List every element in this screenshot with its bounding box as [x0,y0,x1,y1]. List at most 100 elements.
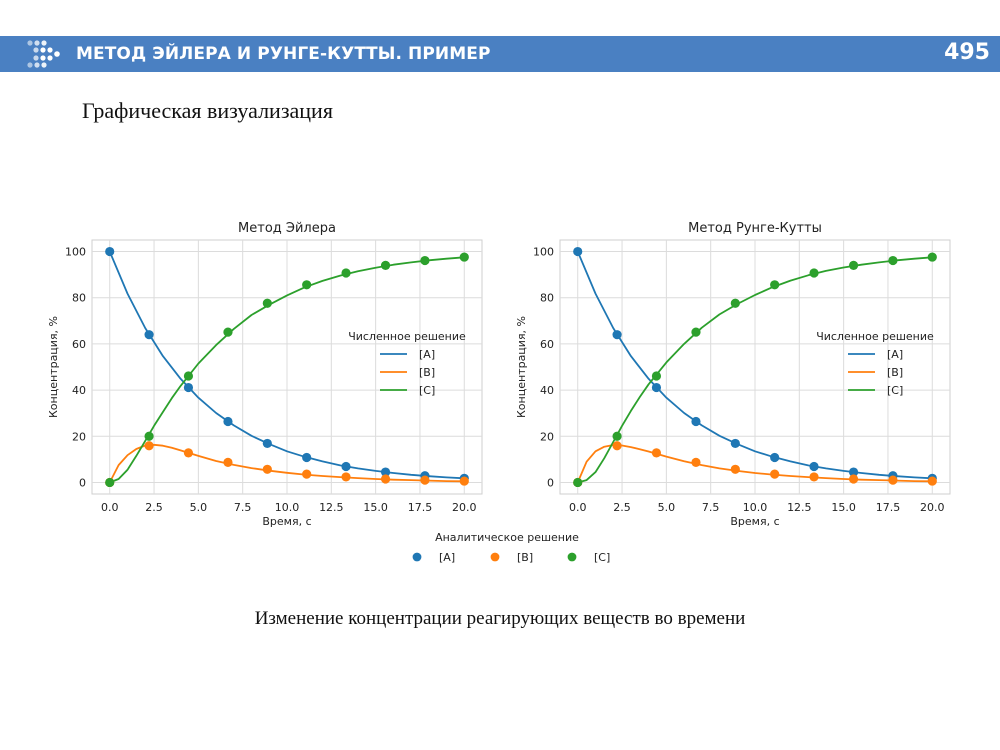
legend-label: [A] [887,348,903,361]
x-tick-label: 12.5 [319,501,344,514]
x-tick-label: 0.0 [101,501,119,514]
data-point [341,461,351,472]
data-point [183,448,194,458]
x-axis-label: Время, с [262,515,311,528]
shared-legend-marker [412,552,422,562]
data-point [809,472,819,482]
data-point [927,252,937,262]
y-tick-label: 40 [540,384,554,397]
series-line [576,251,933,480]
data-point [223,416,233,427]
data-point [459,476,469,486]
series-line [109,256,465,484]
data-point [730,438,740,449]
data-point [341,472,351,482]
y-tick-label: 20 [540,430,554,443]
x-tick-label: 10.0 [743,501,768,514]
page-number: 495 [944,40,990,65]
x-tick-label: 12.5 [787,501,812,514]
figure-caption: Изменение концентрации реагирующих вещес… [254,608,746,629]
dots-arrow-logo-icon [27,40,60,68]
y-tick-label: 80 [72,292,86,305]
shared-legend-marker [490,552,500,562]
data-point [730,464,740,474]
chart-title: Метод Эйлера [238,221,336,236]
data-point [262,298,272,308]
x-tick-label: 5.0 [658,501,676,514]
x-tick-label: 15.0 [831,501,856,514]
shared-legend-label: [C] [594,551,610,564]
slide-title: МЕТОД ЭЙЛЕРА И РУНГЕ-КУТТЫ. ПРИМЕР [76,44,491,64]
legend-label: [C] [887,384,903,397]
data-point [573,477,583,488]
data-point [262,464,272,474]
y-tick-label: 0 [79,476,86,489]
y-axis-label: Концентрация, % [515,316,528,418]
x-tick-label: 5.0 [190,501,208,514]
data-point [651,448,662,458]
data-point [262,438,272,449]
legend-title: Численное решение [816,330,934,343]
data-point [144,330,154,340]
x-tick-label: 2.5 [613,501,631,514]
data-point [573,246,583,257]
data-point [612,441,622,451]
x-tick-label: 20.0 [452,501,477,514]
concentration-figure: 0.0 2.5 5.0 7.5 10.0 12.5 15.0 17.5 20.0 0 20 40 60 8… [47,221,951,564]
x-tick-label: 20.0 [920,501,945,514]
legend-label: [B] [419,366,435,379]
shared-legend-title: Аналитическое решение [435,531,579,544]
data-point [691,457,701,467]
data-point [183,371,194,381]
shared-legend-marker [567,552,577,562]
x-tick-label: 10.0 [275,501,300,514]
legend-title: Численное решение [348,330,466,343]
data-point [651,371,662,381]
y-tick-label: 60 [540,338,554,351]
y-tick-label: 100 [65,246,86,259]
x-tick-label: 17.5 [876,501,901,514]
data-point [341,268,351,278]
y-tick-label: 100 [533,246,554,259]
series-line [108,251,465,480]
shared-legend-label: [A] [439,551,455,564]
data-point [848,467,859,477]
y-tick-label: 20 [72,430,86,443]
data-point [144,441,154,451]
data-point [848,260,859,270]
y-tick-label: 60 [72,338,86,351]
data-point [144,431,154,441]
legend-label: [C] [419,384,435,397]
y-axis-label: Концентрация, % [47,316,60,418]
data-point [459,252,469,262]
x-tick-label: 0.0 [569,501,587,514]
y-tick-label: 0 [547,476,554,489]
chart-panel-1: 0.0 2.5 5.0 7.5 10.0 12.5 15.0 17.5 20.0 0 20 40 60 8… [47,221,483,528]
shared-legend-label: [B] [517,551,533,564]
data-point [380,474,391,484]
y-tick-label: 80 [540,292,554,305]
data-point [380,260,391,270]
data-point [770,280,780,290]
y-tick-label: 40 [72,384,86,397]
data-point [612,330,622,340]
x-tick-label: 7.5 [702,501,720,514]
data-point [809,268,819,278]
data-point [612,431,622,441]
data-point [770,469,780,479]
data-point [183,382,194,393]
x-tick-label: 2.5 [145,501,163,514]
data-point [770,452,780,463]
data-point [223,457,233,467]
data-point [302,280,312,290]
data-point [927,476,937,486]
chart-title: Метод Рунге-Кутты [688,221,822,236]
data-point [809,461,819,472]
data-point [420,475,430,485]
data-point [651,382,662,393]
data-point [848,474,859,484]
data-point [691,416,701,427]
data-point [105,477,115,488]
legend-label: [A] [419,348,435,361]
x-tick-label: 7.5 [234,501,252,514]
